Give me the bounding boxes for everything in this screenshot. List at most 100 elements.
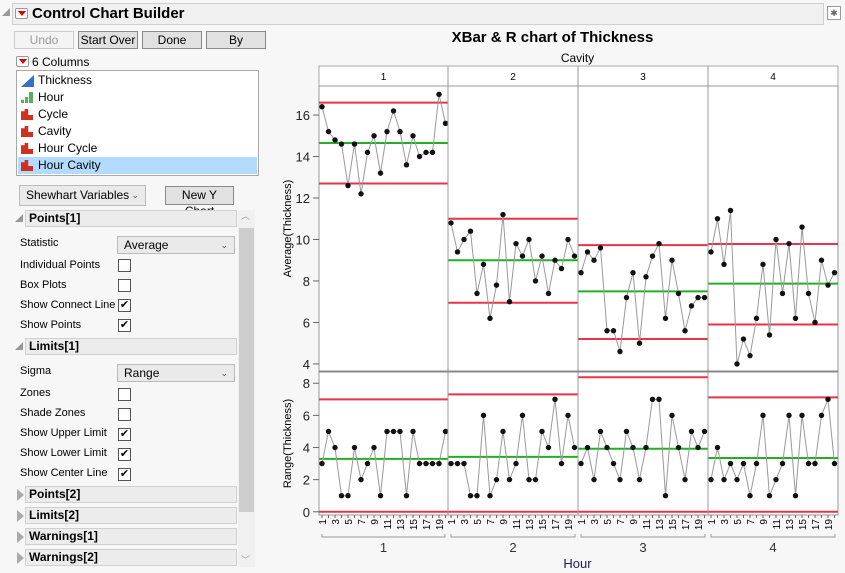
data-point (597, 428, 604, 435)
nominal-icon (21, 126, 33, 137)
x-tick-label: 19 (564, 519, 575, 531)
group-bracket (580, 534, 706, 538)
box-plots-label: Box Plots (20, 279, 67, 291)
data-point (688, 303, 695, 309)
data-point (812, 319, 818, 326)
data-point (695, 444, 701, 451)
data-point (332, 444, 338, 451)
limits2-header[interactable]: Limits[2] (25, 507, 237, 524)
columns-menu-icon[interactable] (16, 56, 29, 67)
scroll-down-icon[interactable]: ﹀ (241, 555, 251, 565)
group-header-label: 3 (640, 72, 646, 83)
y-tick-label: 6 (303, 408, 310, 423)
x-tick-label: 11 (642, 519, 653, 530)
data-point (410, 428, 416, 435)
red-triangle-menu-icon[interactable] (15, 8, 28, 19)
shade-zones-checkbox[interactable] (118, 408, 131, 421)
data-point (319, 104, 325, 110)
box-plots-checkbox[interactable] (118, 279, 131, 292)
individual-points-checkbox[interactable] (118, 259, 131, 272)
data-point (610, 460, 617, 467)
data-point (662, 315, 669, 322)
data-point (558, 265, 565, 272)
sigma-select[interactable]: Range ⌄ (117, 364, 235, 382)
expanded-triangle-icon[interactable] (15, 342, 23, 350)
x-tick-label: 17 (811, 519, 822, 531)
points2-header[interactable]: Points[2] (25, 486, 237, 503)
zones-checkbox[interactable] (118, 388, 131, 401)
undo-button[interactable]: Undo (14, 31, 74, 49)
column-item-thickness[interactable]: Thickness (18, 72, 257, 89)
data-point (545, 444, 552, 451)
show-points-label: Show Points (20, 319, 82, 331)
points1-header[interactable]: Points[1] (25, 210, 237, 227)
chevron-down-icon: ⌄ (220, 368, 228, 378)
warnings1-header[interactable]: Warnings[1] (25, 528, 237, 545)
data-point (429, 460, 436, 467)
title-bar (12, 3, 824, 25)
x-tick-label: 13 (655, 519, 666, 531)
limits1-header[interactable]: Limits[1] (25, 338, 237, 355)
x-tick-label: 1 (577, 519, 588, 525)
show-upper-limit-checkbox[interactable]: ✔ (118, 428, 131, 441)
columns-list[interactable]: Thickness Hour Cycle Cavity Hour Cycle H… (16, 70, 259, 176)
column-item-cycle[interactable]: Cycle (18, 106, 257, 123)
data-point (623, 294, 630, 301)
collapsed-triangle-icon[interactable] (17, 552, 24, 564)
show-points-checkbox[interactable]: ✔ (118, 319, 131, 332)
column-item-hour[interactable]: Hour (18, 89, 257, 106)
column-item-hour-cycle[interactable]: Hour Cycle (18, 140, 257, 157)
chart-type-select[interactable]: Shewhart Variables ⌄ (19, 185, 146, 206)
data-point (338, 493, 345, 499)
x-tick-label: 7 (616, 519, 627, 525)
show-lower-limit-checkbox[interactable]: ✔ (118, 448, 131, 461)
y-tick-label: 14 (296, 150, 310, 165)
data-point (325, 428, 332, 435)
data-point (649, 396, 656, 403)
sigma-label: Sigma (20, 365, 52, 377)
outline-disclosure-icon[interactable] (2, 8, 10, 16)
nominal-icon (21, 109, 33, 120)
group-bracket (710, 534, 836, 538)
show-center-line-checkbox[interactable]: ✔ (118, 468, 131, 481)
maximize-icon[interactable]: ✱ (827, 6, 841, 20)
by-button[interactable]: By (206, 31, 266, 49)
statistic-select[interactable]: Average ⌄ (117, 236, 235, 254)
expanded-triangle-icon[interactable] (15, 214, 23, 222)
y-tick-label: 2 (303, 473, 310, 488)
data-point (364, 149, 371, 156)
collapsed-triangle-icon[interactable] (17, 531, 24, 543)
collapsed-triangle-icon[interactable] (17, 489, 24, 501)
data-point (604, 444, 610, 451)
scrollbar-thumb[interactable] (239, 228, 254, 512)
data-point (643, 274, 649, 280)
x-tick-label: 13 (396, 519, 407, 531)
y-tick-label: 4 (303, 441, 310, 456)
data-point (487, 315, 493, 322)
y-tick-label: 0 (303, 505, 310, 520)
data-point (779, 460, 786, 467)
data-point (675, 444, 682, 451)
x-tick-label: 15 (798, 519, 809, 531)
data-point (701, 428, 708, 435)
done-button[interactable]: Done (142, 31, 202, 49)
column-item-cavity[interactable]: Cavity (18, 123, 257, 140)
column-item-hour-cavity[interactable]: Hour Cavity (18, 157, 257, 174)
data-point (539, 428, 545, 435)
scroll-up-icon[interactable]: ︿ (241, 211, 251, 221)
data-point (429, 149, 436, 156)
data-point (695, 294, 701, 301)
data-point (714, 216, 721, 222)
data-point (792, 493, 799, 499)
data-point (747, 352, 753, 359)
data-point (818, 412, 825, 419)
warnings2-header[interactable]: Warnings[2] (25, 549, 237, 566)
data-point (423, 149, 429, 156)
start-over-button[interactable]: Start Over (78, 31, 138, 49)
data-point (442, 120, 449, 127)
data-point (532, 476, 539, 483)
data-point (364, 460, 371, 467)
collapsed-triangle-icon[interactable] (17, 510, 24, 522)
show-connect-line-checkbox[interactable]: ✔ (118, 299, 131, 312)
data-point (617, 476, 623, 483)
